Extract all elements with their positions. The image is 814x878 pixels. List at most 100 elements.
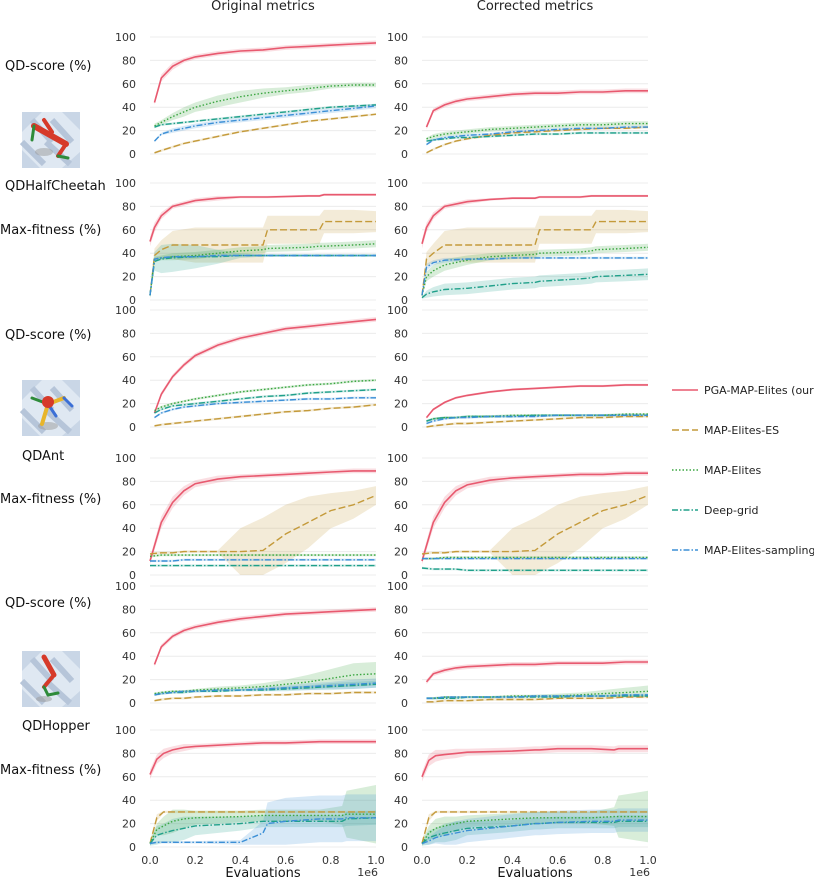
y-tick-label: 40	[122, 522, 136, 535]
y-tick-label: 20	[394, 546, 408, 559]
y-tick-label: 80	[394, 475, 408, 488]
series-line-deep-grid	[149, 254, 376, 296]
series-line-map-elites	[149, 813, 376, 844]
y-tick-label: 100	[387, 31, 408, 44]
legend: PGA-MAP-Elites (ours) MAP-Elites-ES MAP-El…	[672, 384, 814, 557]
band-map-elites-sampling	[154, 396, 376, 419]
panel-qdhalfcheetah-max-fitness-corrected-metrics: 0 20 40 60 80 100	[387, 177, 649, 307]
legend-label-map-elites-sampling: MAP-Elites-sampling	[704, 544, 814, 557]
y-tick-label: 20	[394, 125, 408, 138]
series-line-pga-map-elites-ours	[421, 472, 648, 562]
series-line-map-elites-sampling	[149, 817, 376, 845]
x-tick-label: 0.2	[458, 854, 476, 867]
band-pga-map-elites-ours	[422, 745, 648, 782]
series-line-map-elites-es	[426, 415, 648, 428]
series-line-map-elites-es	[154, 691, 376, 702]
band-map-elites	[426, 121, 648, 140]
series-line-map-elites-sampling	[154, 682, 377, 696]
x-tick-label: 0.0	[413, 854, 431, 867]
y-tick-label: 100	[387, 177, 408, 190]
row-labels: QD-score (%) Max-fitness (%) QD-score (%…	[0, 59, 101, 778]
series-line-map-elites	[154, 84, 376, 127]
y-tick-label: 100	[387, 452, 408, 465]
env-label-halfcheetah: QDHalfCheetah	[5, 179, 106, 194]
panel-qdant-max-fitness-corrected-metrics: 0 20 40 60 80 100	[387, 452, 649, 582]
y-tick-label: 40	[122, 101, 136, 114]
y-tick-label: 40	[394, 101, 408, 114]
x-tick-label: 0.6	[549, 854, 567, 867]
legend-label-map-elites: MAP-Elites	[704, 464, 762, 477]
band-map-elites-es	[150, 486, 376, 575]
column-titles: Original metrics Corrected metrics	[211, 0, 593, 14]
y-tick-label: 60	[122, 78, 136, 91]
x-tick-label: 0.8	[594, 854, 612, 867]
legend-label-deep-grid: Deep-grid	[704, 504, 759, 517]
y-tick-label: 0	[401, 841, 408, 854]
column-title-corrected: Corrected metrics	[477, 0, 594, 14]
y-tick-label: 80	[122, 54, 136, 67]
band-pga-map-elites-ours	[154, 40, 376, 105]
band-map-elites	[154, 379, 376, 412]
band-pga-map-elites-ours	[154, 607, 376, 667]
series-line-map-elites-es	[149, 811, 376, 844]
y-tick-label: 40	[122, 374, 136, 387]
row-label-halfcheetah-max-fitness: Max-fitness (%)	[0, 223, 101, 238]
series-line-map-elites-es	[426, 696, 648, 703]
series-line-deep-grid	[421, 273, 649, 299]
series-line-map-elites-sampling	[421, 819, 648, 845]
series-line-map-elites-sampling	[150, 559, 376, 562]
band-map-elites-es	[422, 209, 648, 299]
y-tick-label: 20	[122, 125, 136, 138]
x-multiplier-corrected: 1e6	[629, 866, 650, 878]
series-line-map-elites	[426, 413, 648, 422]
series-line-deep-grid	[421, 567, 648, 571]
series-line-deep-grid	[149, 817, 377, 844]
series-line-map-elites	[154, 379, 377, 412]
series-line-map-elites-sampling	[426, 414, 648, 425]
series-line-map-elites-sampling	[154, 397, 376, 419]
y-tick-label: 60	[122, 627, 136, 640]
band-map-elites-sampling	[154, 678, 376, 696]
y-tick-label: 20	[394, 271, 408, 284]
y-tick-label: 20	[122, 398, 136, 411]
panel-qdhopper-max-fitness-original-metrics: 0 20 40 60 80 100 0.0 0.2 0.4 0.6 0.8 1.0	[115, 724, 385, 867]
y-tick-label: 80	[122, 603, 136, 616]
series-line-map-elites-sampling	[421, 257, 648, 296]
x-tick-label: 0.6	[277, 854, 295, 867]
y-tick-label: 80	[394, 200, 408, 213]
y-tick-label: 60	[394, 78, 408, 91]
x-tick-label: 0.2	[186, 854, 204, 867]
band-map-elites	[150, 785, 376, 846]
y-tick-label: 100	[115, 177, 136, 190]
row-label-halfcheetah-qd-score: QD-score (%)	[5, 59, 92, 74]
panel-qdant-max-fitness-original-metrics: 0 20 40 60 80 100	[115, 452, 377, 582]
series-line-pga-map-elites-ours	[425, 90, 648, 128]
y-tick-label: 40	[394, 650, 408, 663]
y-tick-label: 0	[401, 421, 408, 434]
series-line-pga-map-elites-ours	[421, 747, 648, 778]
y-tick-label: 0	[129, 841, 136, 854]
y-tick-label: 0	[129, 294, 136, 307]
band-map-elites-sampling	[154, 103, 376, 143]
panel-qdant-qd-score-corrected-metrics: 0 20 40 60 80 100	[387, 304, 648, 434]
y-tick-label: 80	[394, 603, 408, 616]
y-tick-label: 100	[115, 580, 136, 593]
x-tick-label: 1.0	[639, 854, 657, 867]
y-tick-label: 40	[394, 522, 408, 535]
panel-qdhopper-max-fitness-corrected-metrics: 0 20 40 60 80 100 0.0 0.2 0.4 0.6 0.8 1.0	[387, 724, 657, 867]
band-pga-map-elites-ours	[426, 88, 648, 130]
y-tick-label: 80	[122, 475, 136, 488]
xlabel-original: Evaluations	[225, 866, 301, 878]
series-line-map-elites	[149, 243, 377, 296]
y-tick-label: 40	[394, 374, 408, 387]
y-tick-label: 100	[387, 580, 408, 593]
env-label-ant: QDAnt	[22, 449, 64, 464]
column-title-original: Original metrics	[211, 0, 315, 14]
panel-qdhalfcheetah-qd-score-corrected-metrics: 0 20 40 60 80 100	[387, 31, 649, 161]
series-line-pga-map-elites-ours	[425, 384, 648, 419]
y-tick-label: 40	[394, 794, 408, 807]
series-line-pga-map-elites-ours	[153, 608, 377, 665]
y-tick-label: 20	[394, 818, 408, 831]
y-tick-label: 20	[122, 546, 136, 559]
